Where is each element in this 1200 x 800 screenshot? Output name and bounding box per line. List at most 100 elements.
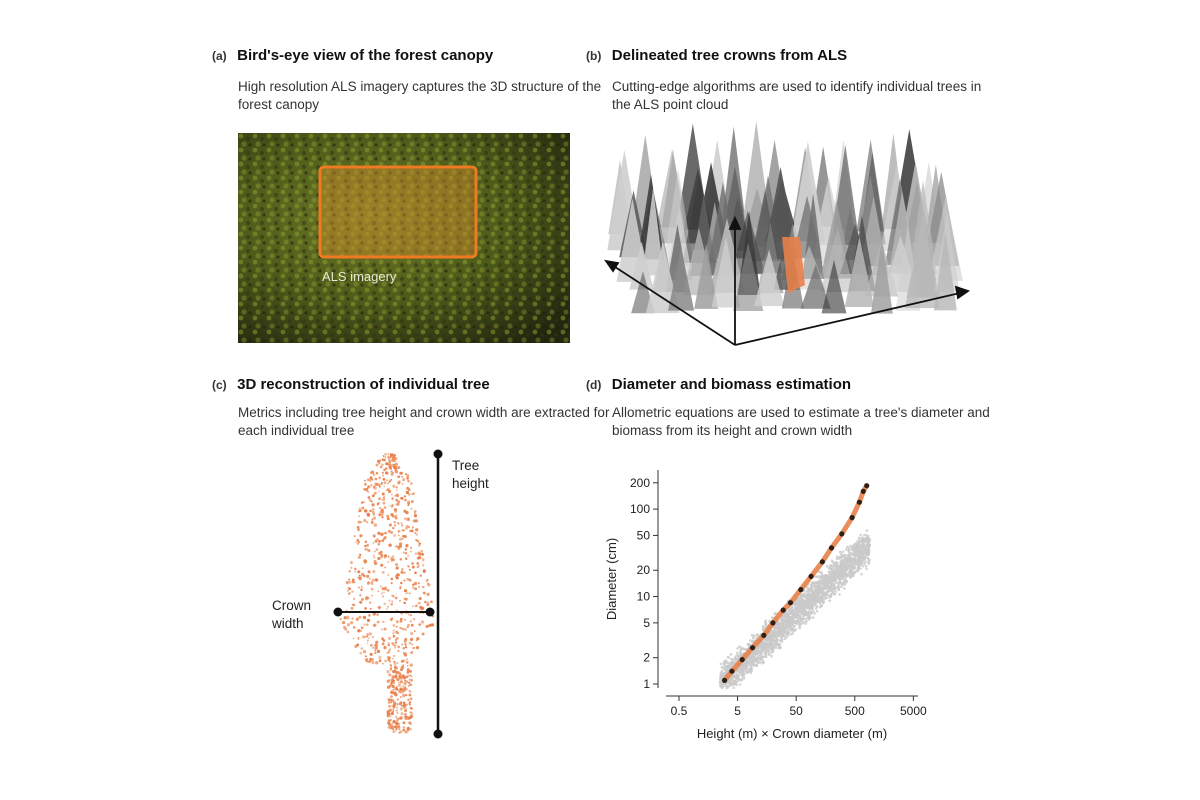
y-tick-label: 20 bbox=[637, 563, 651, 577]
scatter-cloud-point bbox=[865, 543, 868, 547]
tree-point bbox=[407, 502, 410, 505]
scatter-cloud-point bbox=[810, 602, 813, 606]
tree-point bbox=[402, 685, 404, 687]
tree-point bbox=[398, 544, 403, 548]
scatter-cloud-point bbox=[810, 587, 814, 590]
scatter-cloud-point bbox=[865, 529, 869, 532]
scatter-cloud-point bbox=[868, 543, 871, 546]
scatter-cloud-point bbox=[788, 621, 792, 625]
tree-point bbox=[417, 585, 421, 589]
tree-point bbox=[389, 663, 392, 667]
tree-point bbox=[414, 513, 418, 517]
tree-point bbox=[363, 559, 367, 563]
tree-point bbox=[397, 681, 400, 684]
scatter-cloud-point bbox=[811, 616, 815, 619]
scatter-cloud-point bbox=[816, 575, 819, 578]
scatter-cloud-point bbox=[855, 553, 859, 556]
scatter-cloud-point bbox=[861, 564, 865, 568]
tree-point bbox=[402, 721, 406, 725]
scatter-cloud-point bbox=[756, 647, 759, 650]
scatter-cloud-point bbox=[843, 559, 846, 562]
tree-point bbox=[382, 501, 386, 505]
scatter-cloud-point bbox=[808, 593, 811, 597]
tree-point bbox=[353, 597, 355, 600]
tree-point bbox=[381, 571, 385, 574]
tree-point bbox=[377, 556, 381, 561]
scatter-cloud-point bbox=[838, 593, 841, 596]
tree-point bbox=[375, 471, 379, 475]
tree-point bbox=[401, 643, 404, 646]
tree-point bbox=[351, 580, 355, 584]
tree-point bbox=[364, 548, 367, 551]
scatter-cloud-point bbox=[821, 575, 824, 578]
panel-d-description: Allometric equations are used to estimat… bbox=[612, 405, 990, 438]
tree-point bbox=[390, 493, 393, 496]
point-cloud-tree-shape bbox=[733, 242, 764, 312]
scatter-cloud-point bbox=[770, 654, 773, 658]
tree-point bbox=[402, 627, 405, 631]
tree-point bbox=[364, 607, 367, 610]
tree-point bbox=[414, 532, 417, 535]
crown-width-right-marker bbox=[425, 607, 435, 617]
tree-point bbox=[386, 589, 390, 592]
tree-point bbox=[407, 518, 410, 521]
scatter-background-cloud bbox=[718, 529, 871, 690]
tree-point bbox=[350, 606, 354, 610]
scatter-cloud-point bbox=[726, 684, 729, 688]
tree-point bbox=[372, 542, 375, 544]
scatter-cloud-point bbox=[845, 568, 849, 572]
tree-point bbox=[390, 602, 394, 606]
scatter-cloud-point bbox=[866, 547, 870, 551]
scatter-cloud-point bbox=[803, 594, 807, 598]
tree-point bbox=[405, 525, 409, 529]
point-cloud-tree-shape bbox=[642, 187, 664, 276]
scatter-cloud-point bbox=[779, 635, 782, 638]
tree-point bbox=[403, 659, 406, 662]
scatter-cloud-point bbox=[728, 679, 731, 682]
scatter-cloud-point bbox=[846, 554, 849, 557]
tree-point bbox=[386, 651, 389, 655]
scatter-cloud-point bbox=[752, 639, 755, 643]
tree-point bbox=[394, 456, 398, 461]
tree-point bbox=[367, 570, 371, 574]
tree-point bbox=[411, 583, 415, 587]
scatter-cloud-point bbox=[826, 590, 829, 593]
scatter-cloud-point bbox=[848, 555, 851, 559]
tree-point bbox=[396, 719, 399, 722]
scatter-cloud-point bbox=[829, 576, 833, 579]
tree-point bbox=[403, 686, 407, 690]
scatter-cloud-point bbox=[829, 589, 833, 593]
tree-point bbox=[391, 506, 393, 508]
panel-b-letter: (b) bbox=[586, 49, 602, 63]
tree-point bbox=[387, 642, 390, 645]
tree-point bbox=[348, 587, 352, 591]
tree-point bbox=[357, 543, 359, 545]
scatter-cloud-point bbox=[775, 626, 778, 630]
tree-point bbox=[366, 635, 369, 638]
tree-point bbox=[398, 542, 403, 546]
scatter-cloud-point bbox=[830, 559, 834, 563]
scatter-cloud-point bbox=[772, 638, 776, 642]
tree-point bbox=[393, 654, 396, 657]
scatter-cloud-point bbox=[815, 604, 818, 607]
tree-point bbox=[399, 626, 402, 629]
tree-point bbox=[394, 461, 397, 463]
scatter-cloud-point bbox=[851, 545, 854, 548]
scatter-cloud-point bbox=[771, 644, 775, 647]
tree-point bbox=[393, 666, 397, 670]
scatter-cloud-point bbox=[766, 643, 770, 646]
tree-point bbox=[412, 563, 414, 565]
tree-point bbox=[356, 528, 361, 532]
tree-point bbox=[416, 562, 420, 565]
tree-point bbox=[368, 637, 370, 640]
tree-point bbox=[400, 712, 404, 716]
scatter-cloud-point bbox=[730, 682, 733, 685]
tree-height-label-line2: height bbox=[452, 476, 489, 491]
tree-point bbox=[414, 604, 417, 608]
tree-point bbox=[407, 684, 410, 687]
x-tick-label: 500 bbox=[845, 704, 865, 718]
scatter-cloud-point bbox=[766, 637, 770, 640]
scatter-cloud-point bbox=[841, 583, 844, 587]
point-cloud-tree-shape bbox=[844, 236, 874, 307]
tree-point bbox=[404, 548, 408, 551]
